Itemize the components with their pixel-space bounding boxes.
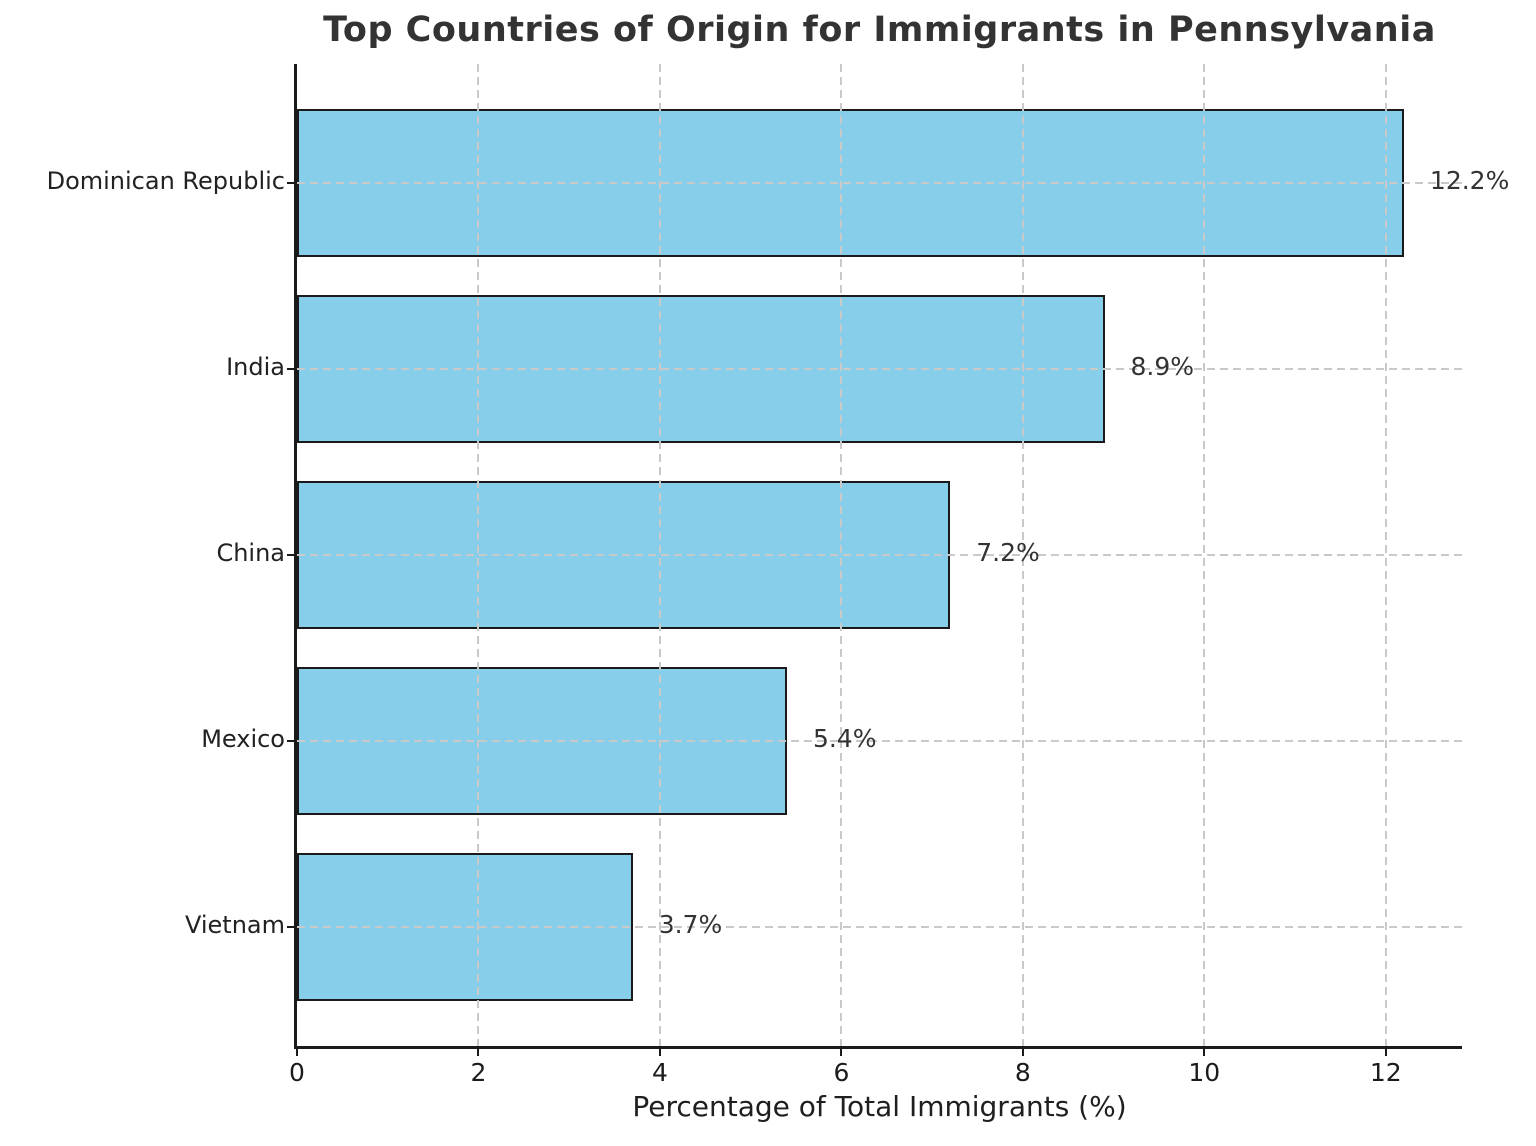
gridline-horizontal	[297, 182, 1462, 185]
y-tick-label: Vietnam	[184, 910, 285, 939]
x-tick-mark	[1021, 1046, 1024, 1056]
x-tick-mark	[1203, 1046, 1206, 1056]
x-tick-label: 2	[470, 1058, 487, 1087]
x-tick-label: 0	[289, 1058, 305, 1087]
x-axis-spine	[294, 1046, 1462, 1049]
x-tick-mark	[658, 1046, 661, 1056]
bar-value-label: 5.4%	[812, 723, 877, 753]
gridline-horizontal	[297, 368, 1462, 370]
bar-value-label: 7.2%	[976, 538, 1040, 567]
y-tick-label: Dominican Republic	[46, 167, 285, 196]
x-tick-mark	[296, 1046, 298, 1056]
x-tick-label: 6	[833, 1058, 850, 1087]
y-tick-mark	[287, 554, 297, 556]
y-tick-mark	[287, 925, 297, 928]
y-tick-mark	[287, 182, 297, 185]
x-axis-label: Percentage of Total Immigrants (%)	[632, 1090, 1127, 1123]
gridline-horizontal	[297, 554, 1462, 556]
y-tick-label: India	[226, 353, 285, 381]
x-tick-mark	[840, 1046, 843, 1056]
x-tick-label: 8	[1014, 1058, 1031, 1087]
y-axis-spine	[294, 64, 297, 1049]
x-tick-mark	[477, 1046, 480, 1056]
y-tick-mark	[287, 368, 297, 370]
y-tick-label: China	[216, 539, 285, 567]
x-tick-label: 12	[1369, 1058, 1402, 1087]
gridline-horizontal	[297, 739, 1462, 742]
x-tick-label: 10	[1188, 1058, 1221, 1087]
gridline-horizontal	[297, 925, 1462, 928]
x-tick-label: 4	[651, 1058, 668, 1087]
y-tick-mark	[287, 739, 297, 742]
y-tick-label: Mexico	[201, 724, 285, 753]
x-tick-mark	[1384, 1046, 1387, 1056]
bar-value-label: 8.9%	[1130, 352, 1195, 381]
bar-value-label: 3.7%	[658, 909, 723, 939]
bar-value-label: 12.2%	[1429, 166, 1510, 196]
chart-title: Top Countries of Origin for Immigrants i…	[323, 10, 1436, 50]
